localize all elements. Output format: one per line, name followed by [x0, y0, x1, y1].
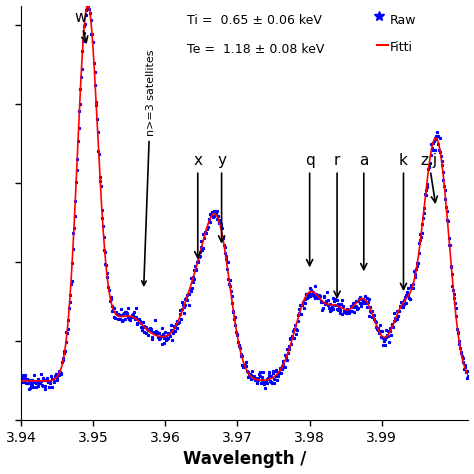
- Text: z,j: z,j: [420, 153, 438, 202]
- Text: n>=3 satellites: n>=3 satellites: [142, 49, 156, 285]
- Text: Fitti: Fitti: [390, 41, 413, 54]
- Text: w: w: [74, 10, 88, 43]
- X-axis label: Wavelength /: Wavelength /: [183, 450, 306, 468]
- Text: x: x: [193, 153, 202, 258]
- Text: k: k: [399, 153, 408, 290]
- Text: Ti =  0.65 ± 0.06 keV: Ti = 0.65 ± 0.06 keV: [186, 14, 321, 27]
- Text: q: q: [305, 153, 315, 265]
- Text: y: y: [217, 153, 226, 242]
- Text: Raw: Raw: [390, 14, 417, 27]
- Text: r: r: [334, 153, 340, 297]
- Text: a: a: [359, 153, 368, 270]
- Text: Te =  1.18 ± 0.08 keV: Te = 1.18 ± 0.08 keV: [186, 43, 324, 56]
